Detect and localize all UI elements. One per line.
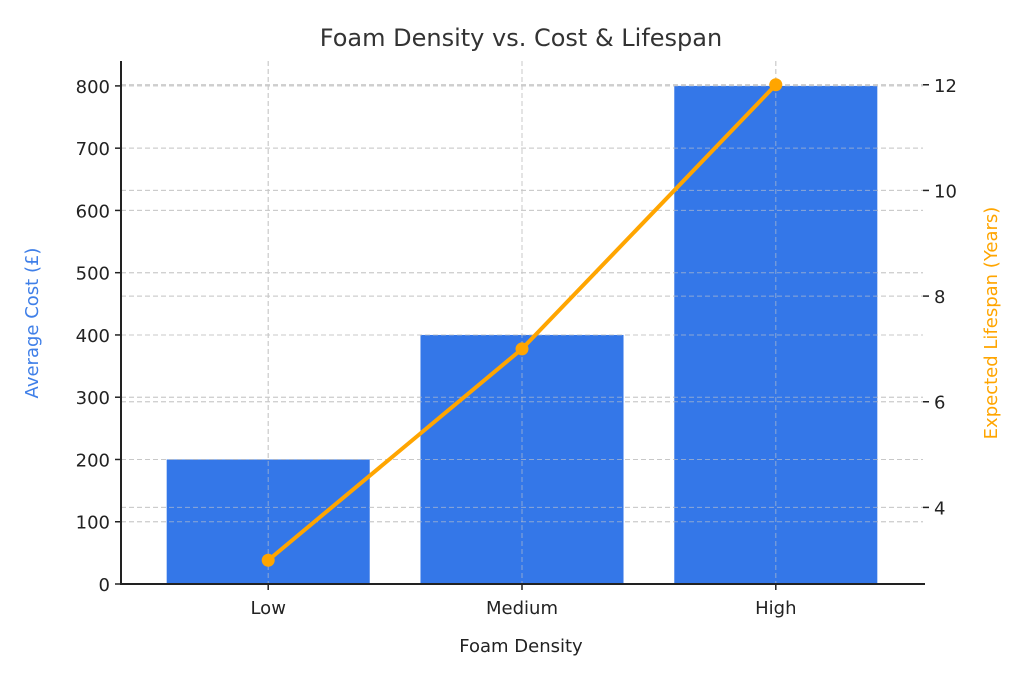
y2-tick-label: 8 [934,287,945,308]
y-tick-label: 100 [76,513,110,534]
line-series [261,78,783,567]
lifespan-marker-medium [515,342,529,356]
lifespan-marker-high [769,78,783,92]
x-tick-label: Medium [486,598,558,619]
y-tick-label: 500 [76,264,110,285]
gridlines-overlay [121,61,923,584]
right-y-axis-label: Expected Lifespan (Years) [981,207,1002,440]
y-tick-label: 200 [76,450,110,471]
y2-tick-label: 10 [934,181,957,202]
bar-series [121,61,923,585]
y-tick-label: 300 [76,388,110,409]
y-tick-label: 700 [76,139,110,160]
y2-tick-label: 6 [934,393,945,414]
chart-title: Foam Density vs. Cost & Lifespan [320,24,722,52]
x-tick-label: Low [250,598,285,619]
x-axis-label: Foam Density [459,636,583,657]
y-tick-label: 800 [76,77,110,98]
y2-tick-label: 4 [934,498,945,519]
left-y-axis-ticks: 0 100 200 300 400 500 600 700 800 [76,77,121,596]
y2-tick-label: 12 [934,76,957,97]
lifespan-marker-low [261,553,275,567]
y-tick-label: 0 [99,575,110,596]
x-tick-label: High [755,598,796,619]
x-axis-ticks: Low Medium High [250,584,796,619]
right-y-axis-ticks: 4 6 8 10 12 [923,76,957,519]
left-y-axis-label: Average Cost (£) [22,248,43,399]
y-tick-label: 400 [76,326,110,347]
y-tick-label: 600 [76,201,110,222]
